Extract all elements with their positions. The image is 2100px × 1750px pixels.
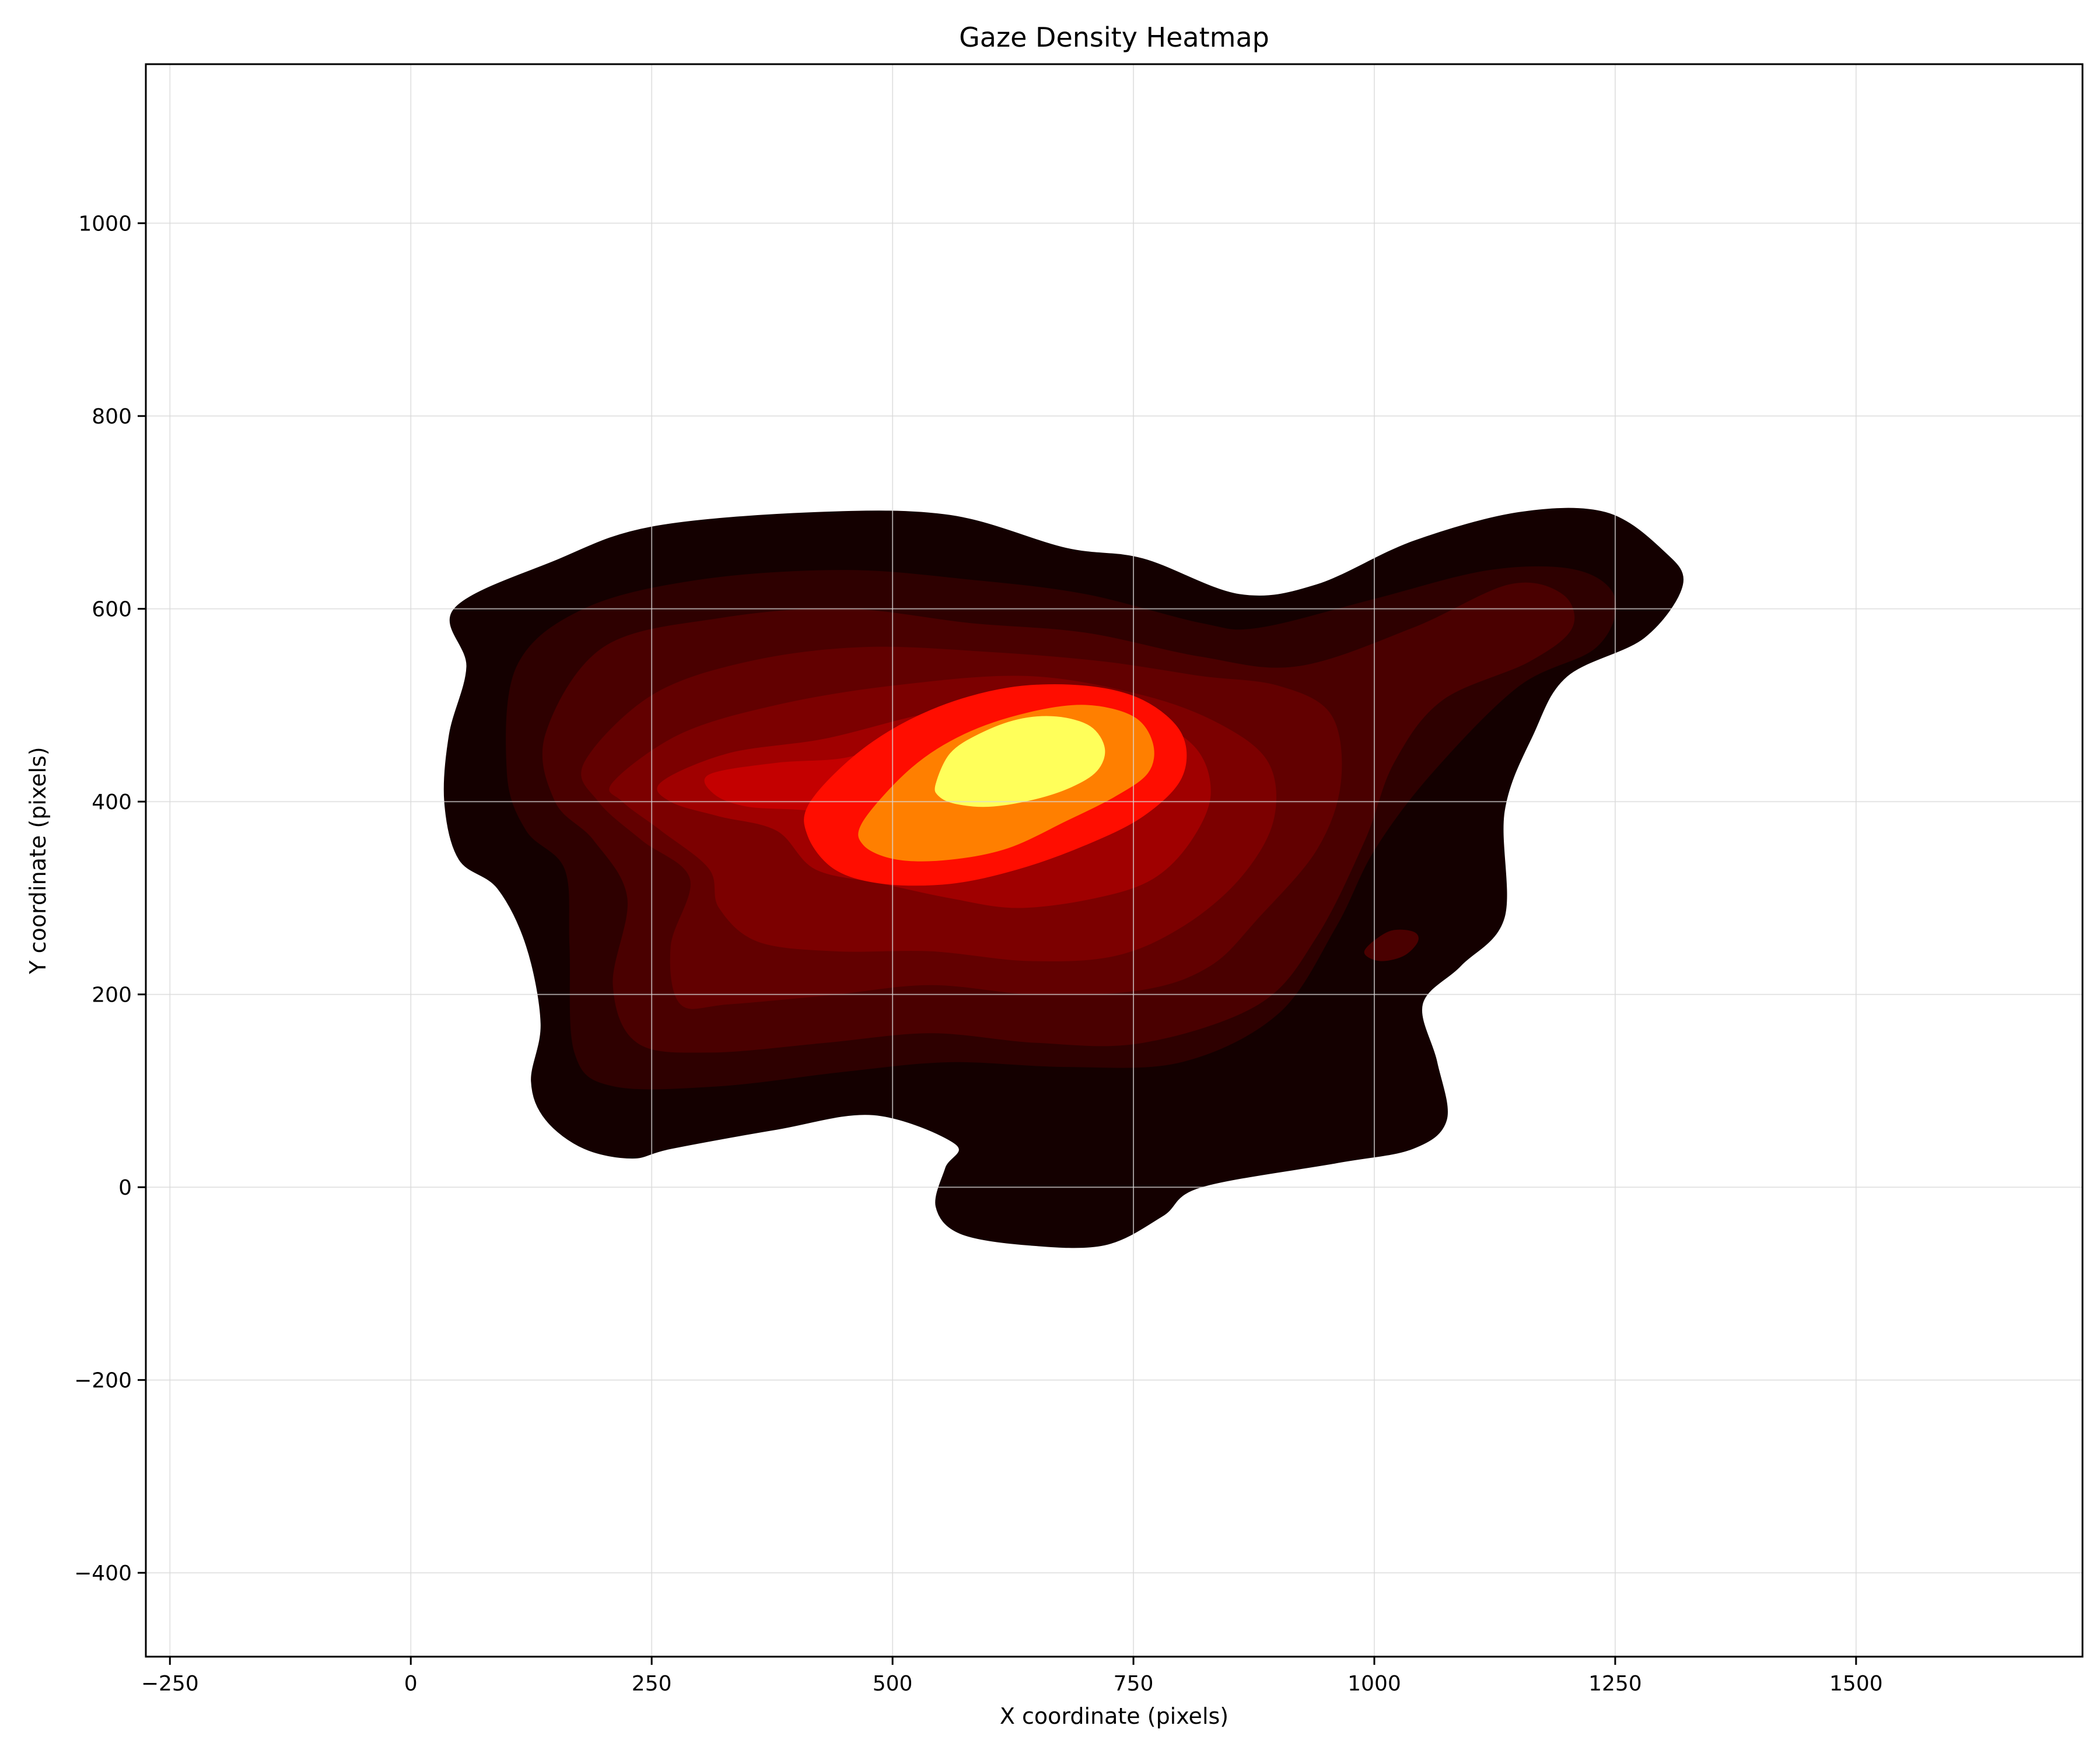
x-tick-label: 750 — [1114, 1672, 1154, 1696]
x-tick-label: 1000 — [1348, 1672, 1401, 1696]
chart-title: Gaze Density Heatmap — [959, 22, 1269, 53]
x-axis-ticks: −250 0 250 500 750 1000 1250 1500 — [141, 1657, 1883, 1696]
x-tick-label: 500 — [873, 1672, 913, 1696]
x-tick-label: 0 — [404, 1672, 418, 1696]
y-tick-label: 400 — [92, 790, 132, 814]
y-axis-label: Y coordinate (pixels) — [25, 747, 51, 974]
y-tick-label: −400 — [74, 1562, 132, 1586]
plot-area-frame — [145, 63, 2084, 1658]
density-contours — [443, 508, 1684, 1248]
y-tick-label: 600 — [92, 598, 132, 622]
x-tick-label: 1250 — [1588, 1672, 1642, 1696]
x-tick-label: 250 — [632, 1672, 672, 1696]
y-axis-ticks: −400 −200 0 200 400 600 800 1000 — [74, 212, 146, 1586]
y-tick-label: 0 — [118, 1176, 132, 1200]
y-tick-label: 800 — [92, 405, 132, 429]
y-tick-label: 200 — [92, 984, 132, 1007]
x-tick-label: −250 — [141, 1672, 199, 1696]
density-contour-level-3-region-2 — [1364, 929, 1419, 961]
y-tick-label: 1000 — [78, 212, 132, 236]
x-axis-label: X coordinate (pixels) — [1000, 1703, 1228, 1729]
grid-lines — [146, 64, 2082, 1657]
density-contour-level-10 — [935, 716, 1105, 807]
y-tick-label: −200 — [74, 1369, 132, 1393]
x-tick-label: 1500 — [1829, 1672, 1883, 1696]
